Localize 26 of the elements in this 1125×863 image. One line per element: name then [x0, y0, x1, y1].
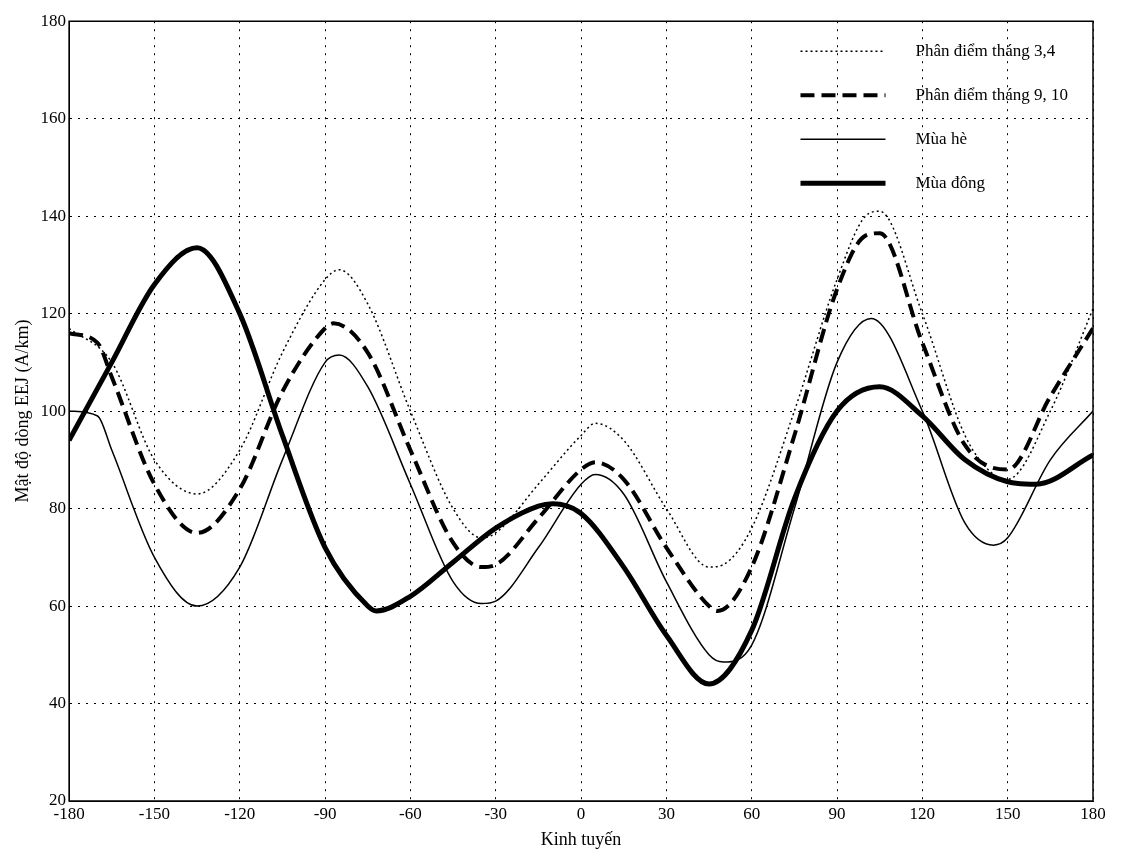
x-tick-label: 180 — [1080, 803, 1106, 823]
y-tick-label: 140 — [40, 205, 67, 225]
legend-label: Mùa đông — [915, 172, 986, 192]
x-tick-label: -150 — [138, 803, 171, 823]
x-tick-label: -30 — [484, 803, 508, 823]
y-tick-label: 60 — [49, 595, 67, 615]
x-tick-label: 60 — [743, 803, 761, 823]
legend-label: Phân điểm tháng 9, 10 — [915, 84, 1069, 104]
x-tick-label: -60 — [399, 803, 422, 823]
x-tick-label: -120 — [224, 803, 256, 823]
x-tick-label: 90 — [828, 803, 846, 823]
x-tick-label: 30 — [657, 803, 675, 823]
y-tick-label: 160 — [40, 108, 67, 128]
y-tick-label: 120 — [40, 303, 67, 323]
y-tick-label: 100 — [40, 400, 67, 420]
x-tick-label: 0 — [576, 803, 586, 823]
y-tick-label: 80 — [49, 498, 67, 518]
x-tick-label: 120 — [909, 803, 936, 823]
legend-label: Mùa hè — [915, 128, 967, 148]
x-axis-title: Kinh tuyến — [540, 828, 622, 849]
x-tick-label: 150 — [994, 803, 1021, 823]
y-tick-label: 180 — [40, 10, 67, 30]
y-tick-label: 40 — [49, 692, 67, 712]
legend-label: Phân điểm tháng 3,4 — [915, 40, 1056, 60]
x-tick-label: -90 — [313, 803, 337, 823]
y-axis-title: Mật độ dòng EEJ (A/km) — [11, 319, 33, 503]
